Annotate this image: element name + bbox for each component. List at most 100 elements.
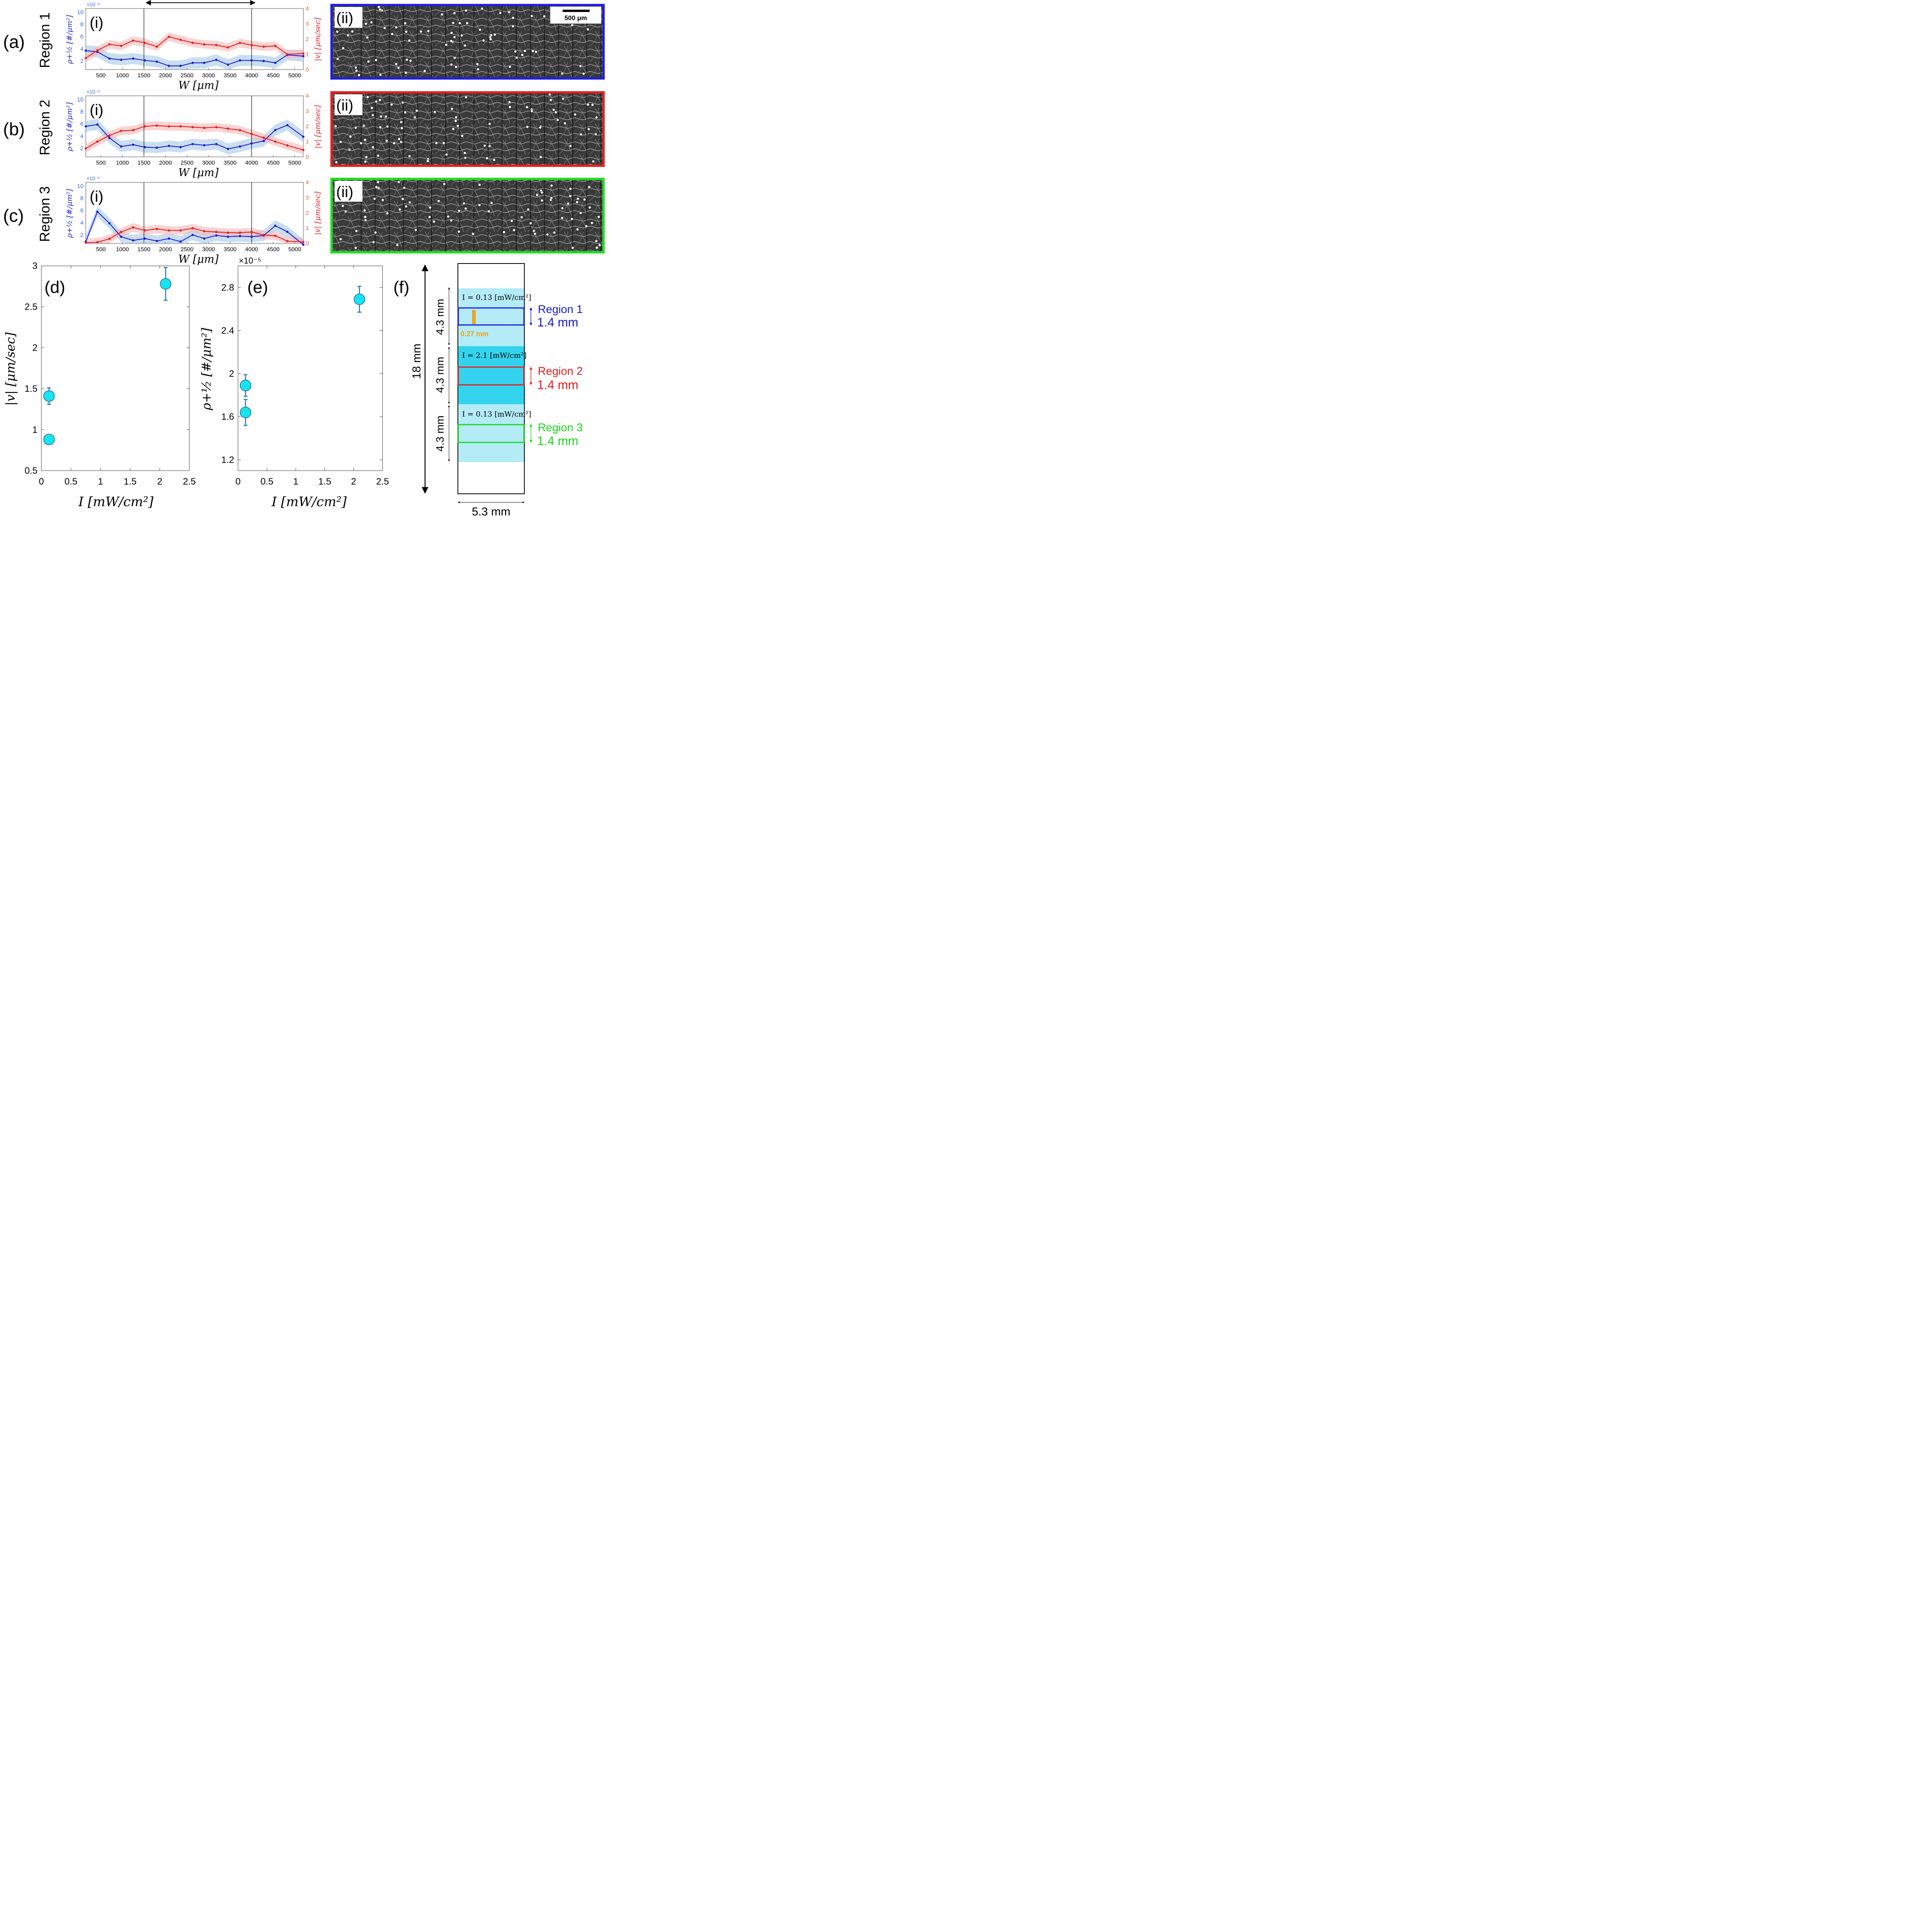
tracer-particle [429, 206, 432, 209]
tracer-particle [569, 144, 572, 148]
data-point [120, 145, 122, 148]
tracer-particle [444, 43, 448, 46]
tracer-particle [395, 62, 398, 66]
tracer-particle [535, 193, 539, 197]
tracer-particle [400, 126, 404, 130]
panel-e-exponent: ×10⁻⁵ [239, 256, 261, 265]
tracer-particle [512, 228, 516, 232]
data-point [155, 146, 158, 149]
left-tick-label: 8 [80, 21, 83, 28]
data-point [203, 144, 206, 146]
subpanel-ii-box [335, 181, 362, 202]
left-tick-label: 6 [80, 121, 83, 128]
tracer-particle [487, 209, 490, 213]
y-tick-label: 2.5 [25, 302, 37, 312]
region-2-name: Region 2 [538, 365, 583, 378]
tracer-particle [588, 206, 592, 209]
tracer-particle [357, 73, 361, 77]
tracer-particle [370, 20, 373, 24]
tracer-particle [463, 44, 467, 47]
data-point [239, 59, 242, 62]
data-point [179, 65, 182, 67]
tracer-particle [335, 30, 339, 34]
tracer-particle [403, 186, 406, 189]
tracer-particle [341, 204, 345, 207]
band-right [86, 121, 303, 155]
tracer-particle [478, 28, 482, 31]
tracer-particle [396, 243, 399, 247]
x-tick-label: 2000 [159, 246, 172, 253]
x-tick-label: 2.5 [376, 476, 389, 487]
tracer-particle [362, 124, 366, 128]
tracer-particle [485, 156, 489, 160]
data-point [286, 230, 289, 233]
tracer-particle [449, 219, 453, 222]
tracer-particle [458, 22, 461, 25]
data-point [179, 240, 182, 243]
data-point [226, 46, 229, 49]
tracer-particle [595, 246, 599, 249]
data-point [132, 143, 134, 146]
x-tick-label: 4000 [245, 160, 258, 166]
tracer-particle [428, 215, 431, 219]
left-axis-label: ρ+½ [#/μm²] [65, 102, 74, 151]
tracer-particle [451, 21, 455, 25]
tracer-particle [507, 10, 511, 14]
tracer-particle [533, 232, 537, 235]
tracer-particle [365, 155, 368, 159]
tracer-particle [490, 201, 493, 205]
tracer-particle [419, 30, 423, 33]
band-1-intensity: I = 0.13 [mW/cm²] [462, 293, 531, 302]
row-label: (a) [3, 32, 25, 52]
tracer-particle [376, 154, 380, 157]
plot-frame [85, 8, 304, 70]
tracer-particle [531, 49, 535, 53]
data-point [43, 434, 55, 446]
tracer-particle [446, 215, 450, 218]
x-tick-label: 1.5 [124, 476, 136, 487]
tracer-particle [403, 111, 407, 114]
tracer-particle [508, 65, 512, 68]
data-point [226, 148, 229, 150]
tracer-particle [453, 36, 456, 39]
tracer-particle [381, 198, 384, 202]
tracer-particle [546, 233, 549, 236]
x-tick-label: 3500 [224, 246, 236, 253]
data-point [239, 145, 242, 148]
region-2-box [457, 366, 525, 386]
tracer-particle [363, 138, 367, 142]
left-tick-label: 8 [80, 109, 83, 115]
tracer-particle [414, 228, 417, 232]
tracer-particle [408, 201, 412, 204]
x-tick-label: 500 [96, 160, 106, 166]
tracer-particle [377, 186, 380, 190]
data-point [274, 61, 277, 64]
x-tick-label: 5000 [288, 160, 301, 166]
x-tick-label: 2.5 [183, 476, 196, 487]
tracer-particle [376, 180, 380, 184]
left-tick-label: 6 [80, 207, 83, 214]
tracer-particle [435, 141, 438, 145]
tracer-particle [413, 116, 417, 119]
row-label: (b) [3, 119, 25, 139]
tracer-particle [426, 159, 430, 163]
x-tick-label: 0 [39, 476, 44, 487]
tracer-particle [511, 16, 515, 20]
data-point [108, 43, 111, 46]
x-tick-label: 1000 [116, 246, 129, 253]
tracer-particle [540, 199, 544, 202]
data-point [203, 126, 206, 129]
data-point [274, 224, 277, 227]
x-axis-label: W [μm] [178, 79, 218, 92]
data-point [143, 146, 146, 148]
tracer-particle [464, 95, 468, 99]
tracer-particle [460, 34, 463, 37]
x-tick-label: 4500 [267, 72, 279, 79]
data-point [274, 235, 277, 237]
tracer-particle [367, 60, 370, 63]
row-1: (a) Region 1 ×10⁻⁵ 500 1000 1500 2000 2500 3000 3… [3, 2, 605, 92]
tracer-particle [523, 49, 527, 53]
tracer-particle [576, 228, 579, 231]
tracer-particle [400, 120, 403, 124]
left-tick-label: 10 [77, 9, 83, 15]
